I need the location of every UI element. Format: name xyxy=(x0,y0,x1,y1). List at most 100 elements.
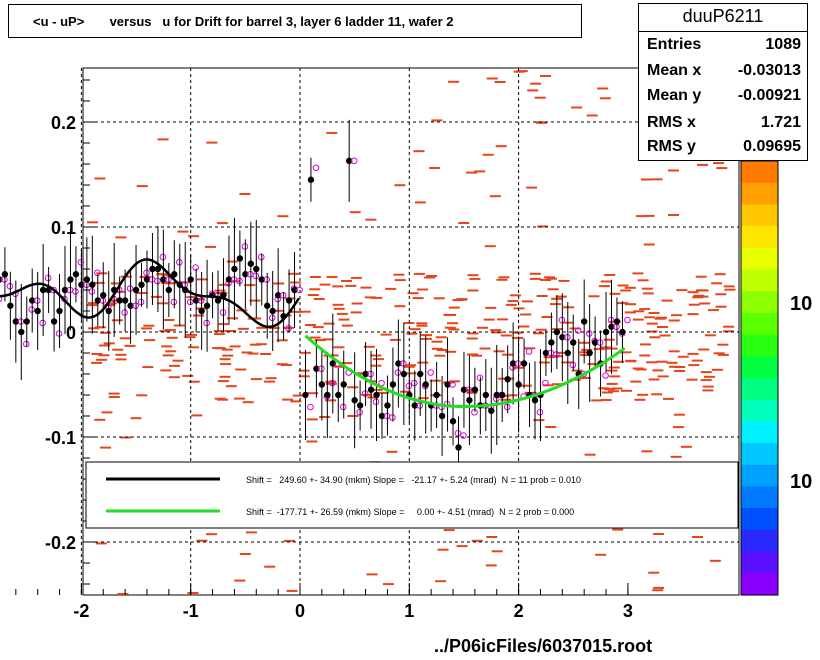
heat-cell xyxy=(498,276,510,279)
profile-point xyxy=(613,318,621,325)
heat-cell xyxy=(217,380,229,383)
open-marker xyxy=(350,157,358,165)
open-marker xyxy=(624,316,631,324)
profile-point xyxy=(602,328,610,336)
heat-cell xyxy=(697,295,709,298)
heat-cell xyxy=(313,298,325,300)
open-marker xyxy=(449,381,456,388)
heat-cell xyxy=(141,327,152,330)
heat-cell xyxy=(91,361,102,364)
heat-cell xyxy=(467,332,479,335)
heat-cell xyxy=(547,288,559,291)
profile-point xyxy=(553,328,561,336)
heat-cell xyxy=(288,272,300,275)
heat-cell xyxy=(588,295,600,298)
heat-cell xyxy=(617,284,629,287)
heat-cell xyxy=(486,77,498,80)
heat-cell xyxy=(166,336,178,339)
heat-cell xyxy=(649,336,661,339)
heat-cell xyxy=(225,330,237,332)
heat-cell xyxy=(100,446,112,449)
heat-cell xyxy=(325,380,337,383)
heat-cell xyxy=(697,163,708,166)
heat-cell xyxy=(552,383,563,386)
colorbar-cell xyxy=(741,226,778,249)
heat-cell xyxy=(332,285,344,288)
heat-cell xyxy=(168,376,180,379)
heat-cell xyxy=(144,339,156,342)
heat-cell xyxy=(704,375,715,378)
profile-point xyxy=(504,376,511,383)
heat-cell xyxy=(541,316,553,318)
profile-point xyxy=(264,302,271,309)
heat-cell xyxy=(637,279,649,282)
heat-cell xyxy=(136,394,148,397)
heat-cell xyxy=(632,367,644,370)
heat-cell xyxy=(382,583,394,586)
heat-cell xyxy=(361,393,373,396)
heat-cell xyxy=(214,347,226,350)
heat-cell xyxy=(458,222,470,224)
x-tick-label: 2 xyxy=(514,601,524,621)
heat-cell xyxy=(306,418,318,421)
heat-cell xyxy=(611,387,623,390)
heat-cell xyxy=(94,418,106,421)
heat-cell xyxy=(136,185,148,188)
heat-cell xyxy=(205,245,216,248)
heat-cell xyxy=(142,366,154,369)
heat-cell xyxy=(242,401,254,404)
heat-cell xyxy=(471,539,483,542)
heat-cell xyxy=(657,375,669,378)
heat-cell xyxy=(216,222,228,225)
heat-cell xyxy=(632,272,644,275)
heat-cell xyxy=(641,287,653,290)
heat-cell xyxy=(530,82,542,85)
heat-cell xyxy=(709,559,721,562)
profile-point xyxy=(482,391,490,399)
heat-cell xyxy=(235,368,247,371)
heat-cell xyxy=(157,138,169,141)
heat-cell xyxy=(139,275,151,278)
heat-cell xyxy=(527,89,539,92)
profile-point xyxy=(269,307,276,315)
heat-cell xyxy=(101,411,113,414)
heat-cell xyxy=(161,274,173,277)
profile-point xyxy=(384,402,391,409)
heat-cell xyxy=(219,283,230,286)
heat-cell xyxy=(319,416,331,418)
profile-point xyxy=(56,307,63,315)
heat-cell xyxy=(341,324,353,327)
heat-cell xyxy=(542,384,554,387)
heat-cell xyxy=(431,347,443,350)
heat-cell xyxy=(186,296,198,299)
legend-box xyxy=(85,461,739,529)
heat-cell xyxy=(586,114,598,117)
heat-cell xyxy=(433,297,445,300)
heat-cell xyxy=(434,354,446,357)
profile-point xyxy=(619,328,626,336)
heat-cell xyxy=(96,272,108,275)
heat-cell xyxy=(512,331,524,334)
heat-cell xyxy=(609,292,621,295)
heat-cell xyxy=(325,399,337,402)
heat-cell xyxy=(350,276,362,279)
profile-point xyxy=(531,397,539,404)
heat-cell xyxy=(314,339,326,342)
heat-cell xyxy=(526,186,538,189)
heat-cell xyxy=(169,364,180,367)
heat-cell xyxy=(620,289,632,292)
heat-cell xyxy=(136,292,148,294)
heat-cell xyxy=(443,529,455,532)
heat-cell xyxy=(490,329,502,332)
profile-point xyxy=(236,255,244,262)
title-box: <u - uP> versus u for Drift for barrel 3… xyxy=(8,4,582,38)
profile-point xyxy=(89,281,96,288)
heat-cell xyxy=(244,284,256,287)
heat-cell xyxy=(493,350,505,353)
stat-row-mean-x: Mean x -0.03013 xyxy=(647,62,801,86)
heat-cell xyxy=(496,278,508,281)
profile-point xyxy=(362,370,369,378)
profile-point xyxy=(23,318,30,325)
profile-point xyxy=(493,391,500,399)
